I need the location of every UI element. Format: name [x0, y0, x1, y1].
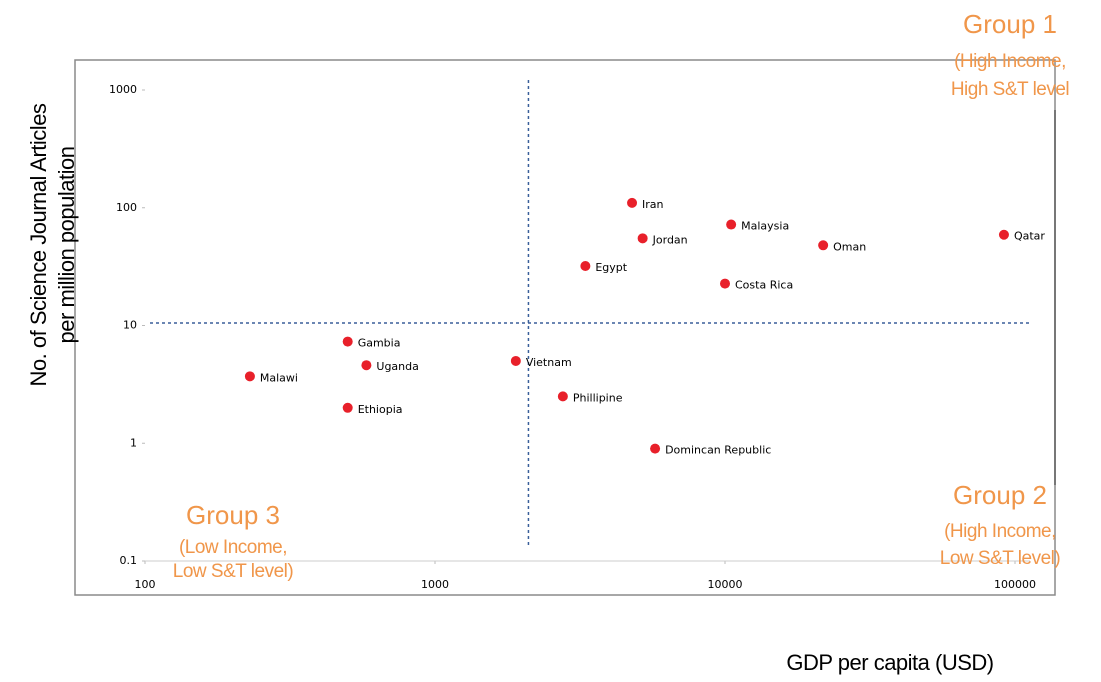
group-title: Group 1	[963, 9, 1057, 39]
point	[650, 443, 661, 454]
group-note: (High Income,	[944, 521, 1056, 542]
point-label: Vietnam	[526, 356, 572, 369]
point-label: Oman	[833, 240, 866, 253]
point-label: Gambia	[358, 337, 401, 350]
point	[361, 360, 372, 371]
point	[342, 402, 353, 413]
point-label: Malaysia	[741, 220, 789, 233]
x-tick-label: 1000	[421, 578, 449, 591]
group-note: Low S&T level)	[173, 561, 294, 582]
y-tick-label: 10	[123, 319, 137, 332]
group-note: High S&T level	[951, 79, 1069, 100]
point	[580, 261, 591, 272]
point-label: Phillipine	[573, 391, 623, 404]
y-tick-label: 0.1	[120, 554, 138, 567]
point-label: Jordan	[652, 233, 688, 246]
y-tick-label: 1	[130, 436, 137, 449]
point-label: Ethiopia	[358, 403, 403, 416]
point	[720, 278, 730, 289]
group-note: Low S&T level)	[940, 548, 1061, 569]
y-tick-label: 100	[116, 201, 137, 214]
point	[818, 240, 829, 251]
point-label: Uganda	[376, 360, 418, 373]
point	[244, 371, 255, 382]
y-tick-label: 1000	[109, 83, 137, 96]
point-label: Malawi	[260, 371, 298, 384]
group-title: Group 2	[953, 480, 1047, 510]
x-tick-label: 100	[135, 578, 156, 591]
y-axis-label: per million population	[54, 147, 79, 344]
point-label: Qatar	[1014, 230, 1045, 243]
x-tick-label: 10000	[708, 578, 743, 591]
point-label: Egypt	[595, 261, 627, 274]
group-title: Group 3	[186, 500, 280, 530]
point	[510, 355, 521, 366]
point	[726, 219, 737, 230]
point	[557, 391, 568, 402]
point	[342, 336, 353, 347]
group-note: (Low Income,	[179, 537, 287, 558]
point	[637, 233, 648, 244]
x-axis-label: GDP per capita (USD)	[786, 650, 993, 675]
point	[627, 197, 638, 208]
point-label: Domincan Republic	[665, 444, 771, 457]
x-tick-label: 100000	[994, 578, 1036, 591]
y-axis-label: No. of Science Journal Articles	[26, 103, 51, 386]
point-label: Costa Rica	[735, 279, 793, 292]
point	[998, 229, 1009, 240]
group-note: (High Income,	[954, 51, 1066, 72]
point-label: Iran	[642, 198, 664, 211]
